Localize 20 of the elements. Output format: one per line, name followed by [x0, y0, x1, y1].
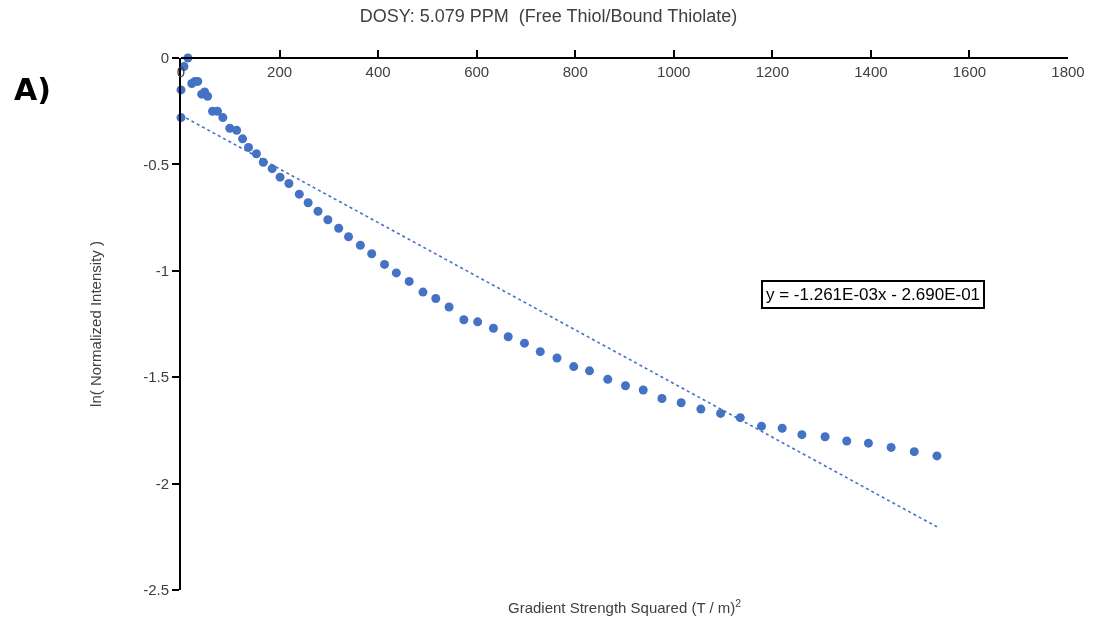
x-axis-title: Gradient Strength Squared (T / m)$^{2}$	[508, 597, 742, 617]
annotation: y = -1.261E-03x - 2.690E-01	[766, 285, 981, 304]
y-tick-label: 0	[160, 49, 169, 67]
x-tick-label: 600	[464, 63, 490, 80]
x-tick-label: 800	[562, 63, 588, 80]
chart-title: DOSY: 5.079 PPM (Free Thiol/Bound Thiolate)	[359, 5, 738, 26]
x-tick-label: 400	[365, 63, 391, 80]
y-tick-label: -1.5	[143, 368, 169, 386]
y-tick-label: -2	[155, 474, 169, 492]
y-tick-label: -0.5	[143, 155, 169, 173]
y-tick-label: -2.5	[143, 581, 169, 599]
y-tick-label: -1	[155, 262, 169, 280]
text: A)	[14, 72, 51, 107]
x-tick-label: 1000	[657, 63, 691, 80]
x-tick-label: 1400	[854, 63, 888, 80]
x-tick-label: 1600	[952, 63, 987, 80]
x-tick-label: 1200	[755, 63, 790, 80]
x-tick-label: 1800	[1051, 63, 1085, 80]
y-axis-title: ln( Normalized Intensity )	[86, 241, 104, 407]
x-tick-label: 200	[267, 63, 293, 80]
